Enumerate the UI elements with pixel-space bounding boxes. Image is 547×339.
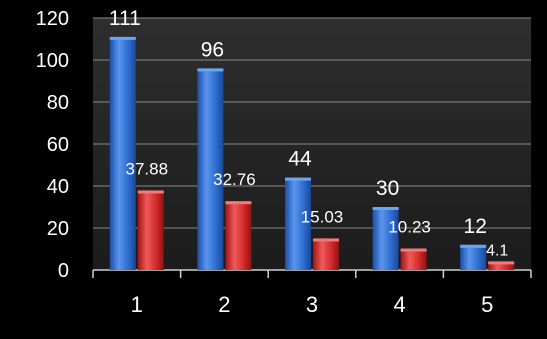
y-tick-label: 80 — [47, 92, 69, 114]
bar-top-highlight — [400, 248, 427, 252]
y-tick-label: 100 — [36, 50, 69, 72]
data-label: 44 — [288, 148, 312, 171]
x-tick-label: 2 — [218, 292, 230, 317]
data-label: 30 — [376, 177, 399, 200]
y-tick-label: 120 — [36, 8, 69, 30]
bar — [137, 190, 164, 270]
bar-top-highlight — [460, 244, 487, 248]
y-tick-label: 40 — [47, 176, 69, 198]
data-label: 111 — [109, 7, 141, 30]
bar — [225, 201, 252, 270]
data-label: 15.03 — [301, 207, 344, 226]
x-tick-label: 5 — [481, 292, 493, 317]
bar — [197, 68, 224, 271]
data-label: 10.23 — [388, 218, 431, 237]
bar — [460, 244, 487, 270]
data-label: 32.76 — [213, 170, 256, 189]
data-label: 4.1 — [486, 242, 508, 259]
bar-top-highlight — [372, 207, 399, 210]
bar — [109, 36, 136, 271]
data-labels: 111 96 44 30 12 37.88 32.76 15.03 10.23 4.1 — [109, 7, 509, 259]
bar — [285, 177, 311, 270]
x-tick-label: 1 — [131, 292, 143, 317]
bar — [313, 238, 339, 270]
y-tick-label: 20 — [47, 218, 69, 240]
y-tick-label: 0 — [58, 260, 69, 282]
x-tick-label: 4 — [393, 292, 405, 317]
bars — [109, 36, 515, 271]
bar-top-highlight — [197, 68, 224, 72]
bar-top-highlight — [137, 190, 164, 194]
bar-top-highlight — [313, 238, 339, 242]
bar — [488, 261, 515, 270]
gridlines — [93, 17, 531, 229]
bar-top-highlight — [225, 201, 252, 205]
bar-top-highlight — [488, 261, 515, 265]
data-label: 96 — [201, 38, 224, 61]
bar-top-highlight — [109, 36, 136, 40]
bar — [372, 207, 399, 270]
data-label: 12 — [464, 215, 487, 238]
data-label: 37.88 — [126, 159, 169, 178]
bar — [400, 248, 427, 270]
x-tick-label: 3 — [306, 292, 318, 317]
y-tick-label: 60 — [47, 134, 69, 156]
bar-top-highlight — [285, 177, 311, 181]
